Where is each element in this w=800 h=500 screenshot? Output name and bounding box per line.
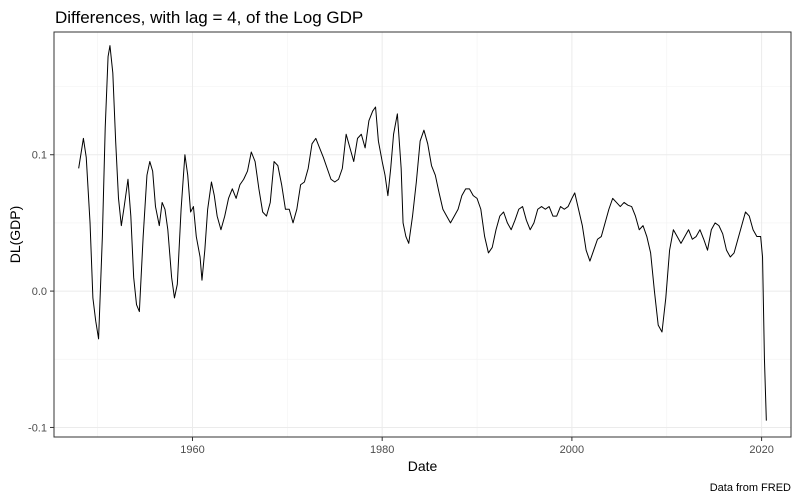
chart-title: Differences, with lag = 4, of the Log GD… (55, 8, 363, 27)
x-axis-title: Date (408, 458, 438, 474)
y-tick-label: -0.1 (28, 422, 47, 434)
y-tick-label: 0.0 (32, 286, 47, 298)
panel-border (53, 31, 792, 438)
x-tick-label: 2000 (560, 444, 584, 456)
series-line (78, 45, 767, 421)
x-axis: 1960 1980 2000 2020 (180, 437, 774, 456)
x-tick-label: 2020 (749, 444, 773, 456)
caption: Data from FRED (710, 482, 791, 494)
minor-gridlines (54, 32, 791, 437)
y-tick-label: 0.1 (32, 150, 47, 162)
y-axis: -0.1 0.0 0.1 (28, 150, 54, 434)
x-tick-label: 1960 (180, 444, 204, 456)
series-group (78, 45, 767, 421)
y-axis-title: DL(GDP) (7, 206, 23, 264)
x-tick-label: 1980 (370, 444, 394, 456)
major-gridlines (54, 32, 791, 437)
